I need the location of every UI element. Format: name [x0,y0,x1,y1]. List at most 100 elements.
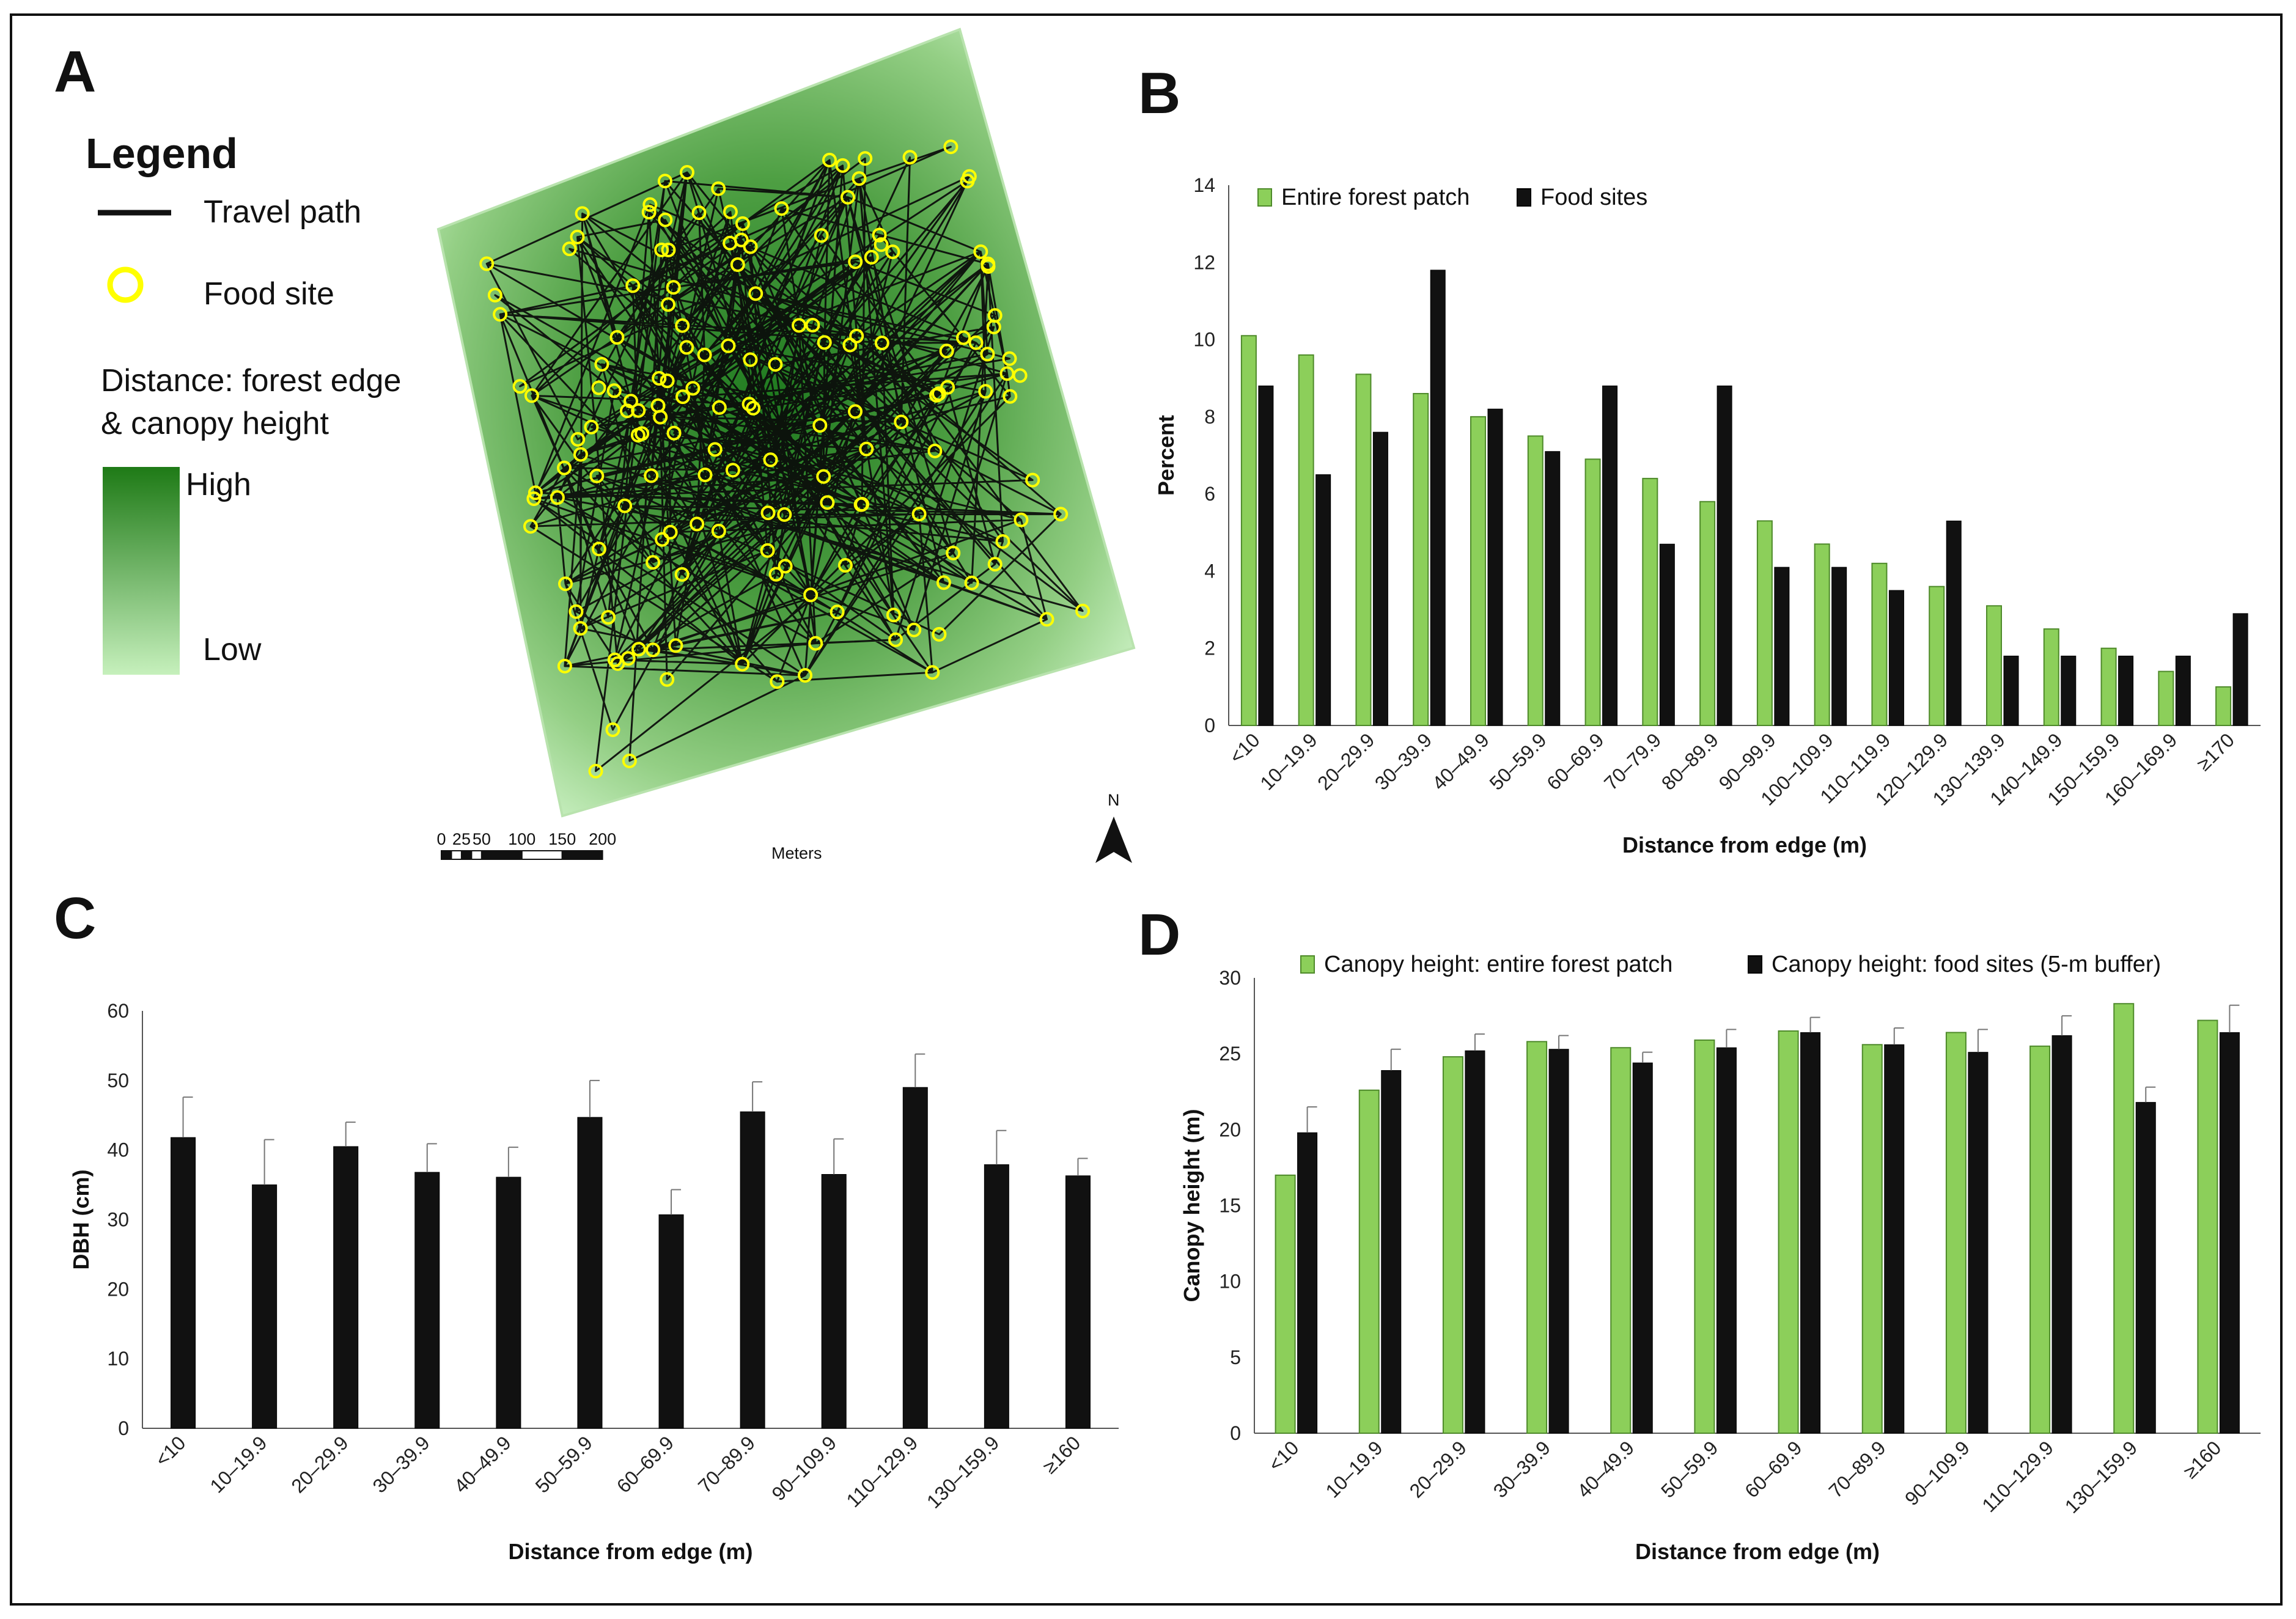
food-site-marker [936,575,951,590]
food-site-marker [723,204,738,219]
y-tick-label: 40 [107,1139,129,1161]
panel-letter-d: D [1138,902,1180,967]
scale-segment [561,850,603,860]
food-site-marker [1002,351,1017,366]
food-site-marker [741,397,757,412]
food-site-marker [644,468,659,483]
food-site-marker [646,642,661,658]
y-tick-label: 30 [1219,967,1241,989]
bar-green-5 [1610,1047,1632,1434]
scale-segment [441,850,452,860]
food-site-marker [1053,507,1069,522]
y-tick-label: 0 [118,1417,129,1439]
bar-black-12 [1888,590,1904,726]
bar-black-7 [1602,385,1618,726]
food-site-marker [848,404,863,419]
bar-black-12 [1065,1175,1091,1429]
y-axis-title: Canopy height (m) [1179,1109,1204,1302]
food-site-marker [927,443,943,458]
scale-tick-label: 150 [548,830,576,848]
food-site-marker [631,642,646,657]
scale-tick-label: 0 [436,830,446,848]
x-axis-title: Distance from edge (m) [1635,1539,1880,1564]
bar-black-6 [1545,451,1561,726]
bar-black-9 [821,1174,847,1429]
chart-b: 0 2 4 6 8 10 12 14 <1010–19.920–29.930–39.940–49… [1154,174,2261,857]
food-site-marker [886,608,901,623]
bar-green-14 [1986,605,2002,726]
food-site-marker [674,567,690,582]
y-tick-label: 10 [1193,329,1215,351]
x-tick-label: 40–49.9 [1573,1436,1638,1502]
x-tick-label: 50–59.9 [531,1431,597,1497]
food-site-marker [808,636,823,651]
food-site-marker [591,380,606,395]
x-tick-label: 10–19.9 [205,1431,271,1497]
food-site-marker [568,604,584,619]
food-site-marker [855,497,870,512]
food-site-marker [830,604,845,620]
x-tick-label: 130–159.9 [922,1431,1003,1512]
x-tick-label: <10 [151,1431,190,1470]
food-site-marker [980,347,995,362]
x-tick-label: 30–39.9 [1371,729,1436,794]
bar-green-18 [2215,686,2232,727]
food-site-marker [697,468,713,482]
food-site-marker [743,239,758,254]
bar-black-9 [1716,385,1732,726]
food-site-marker [730,257,745,272]
legend-label: Canopy height: food sites (5-m buffer) [1772,952,2161,977]
legend-swatch [1748,955,1762,974]
food-site-marker [852,171,867,186]
food-site-marker [1025,472,1040,488]
food-site-marker [1039,612,1054,627]
food-site-marker [1014,512,1029,527]
food-site-marker [763,452,778,468]
x-tick-label: 10–19.9 [1321,1436,1386,1502]
x-tick-label: <10 [1264,1436,1303,1475]
legend-high: High [186,467,251,502]
y-axis-title: Percent [1154,415,1179,496]
x-tick-label: 30–39.9 [368,1431,433,1497]
food-site-marker [805,318,820,332]
food-site-marker [558,576,573,592]
y-tick-label: 8 [1204,406,1215,428]
food-site-marker [849,328,864,343]
food-site-marker [911,507,927,522]
y-tick-label: 20 [107,1278,129,1300]
food-site-marker [956,330,971,345]
scale-tick-label: 25 [452,830,471,848]
food-site-marker [978,384,993,399]
food-site-marker [820,495,835,510]
food-site-marker [642,197,658,212]
scale-segment [451,850,462,860]
food-site-marker [885,244,900,259]
y-axis-title: DBH (cm) [68,1169,94,1269]
bar-green-2 [1298,354,1314,726]
food-site-marker [987,308,1003,323]
bar-green-5 [1470,416,1486,726]
bar-green-9 [1945,1032,1967,1434]
food-site-marker [1075,603,1091,619]
food-site-marker [557,658,572,674]
bar-green-7 [1778,1030,1799,1434]
legend-swatch [1257,188,1272,207]
legend-low: Low [203,632,262,667]
x-axis-title: Distance from edge (m) [508,1539,752,1564]
bar-black-7 [1800,1032,1821,1434]
food-site-marker [939,343,954,359]
food-site-marker [816,469,831,484]
food-site-marker [550,490,565,505]
bar-black-3 [333,1146,359,1429]
travel-path [485,145,1084,773]
bar-black-6 [1716,1047,1737,1434]
food-site-marker [697,347,712,362]
food-site-marker [748,286,763,301]
x-tick-label: <10 [1225,729,1264,768]
panel-a: A Legend Travel path Food site Distance:… [54,28,1136,863]
y-tick-label: 60 [107,1000,129,1022]
food-site-marker [660,672,675,687]
bar-green-9 [1699,501,1716,726]
scale-segment [460,850,473,860]
legend-swatch [1300,955,1315,974]
